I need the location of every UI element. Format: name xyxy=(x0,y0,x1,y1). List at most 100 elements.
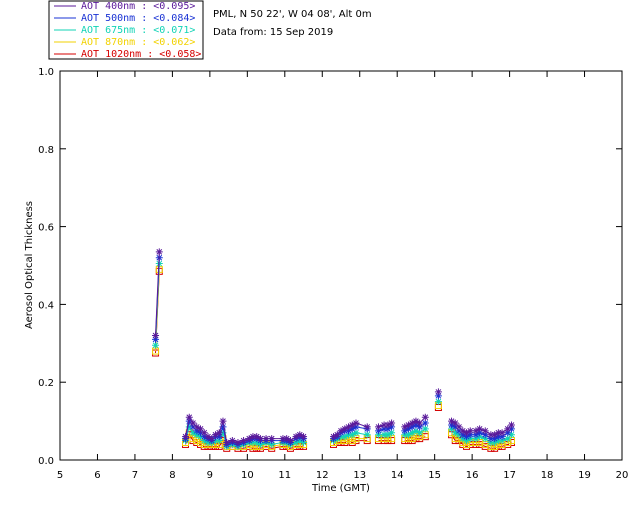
data-point xyxy=(262,435,270,443)
data-point xyxy=(352,429,360,437)
data-point xyxy=(421,419,429,427)
data-point xyxy=(451,419,459,427)
data-point xyxy=(463,429,471,437)
data-point xyxy=(215,429,223,437)
y-tick-label: 0.8 xyxy=(38,145,54,156)
data-point xyxy=(200,433,208,441)
series-3 xyxy=(152,265,515,450)
data-point xyxy=(504,425,512,433)
data-point xyxy=(341,433,349,441)
data-point xyxy=(197,433,204,441)
data-point xyxy=(197,429,204,437)
data-point xyxy=(434,403,442,411)
data-point xyxy=(344,423,352,431)
data-point xyxy=(380,425,388,433)
data-point xyxy=(476,429,484,437)
data-point xyxy=(434,388,442,396)
legend-label-2: AOT 675nm : <0.071> xyxy=(81,25,195,36)
data-point xyxy=(215,433,223,441)
data-point xyxy=(219,417,227,425)
data-point xyxy=(245,435,253,443)
data-point xyxy=(193,431,201,439)
data-point xyxy=(253,433,261,441)
y-tick-label: 0.0 xyxy=(38,456,54,467)
data-point xyxy=(472,431,480,439)
data-point xyxy=(200,429,208,437)
data-point xyxy=(363,431,371,439)
data-point xyxy=(152,335,160,343)
data-point xyxy=(234,438,242,446)
data-point xyxy=(491,438,499,446)
data-point xyxy=(193,423,201,431)
data-point xyxy=(472,435,480,443)
data-point xyxy=(200,437,208,445)
data-point xyxy=(219,429,227,437)
data-point xyxy=(412,427,420,435)
data-point xyxy=(185,417,193,425)
data-point xyxy=(504,435,512,443)
data-point xyxy=(459,435,467,443)
data-point xyxy=(296,431,304,439)
x-tick-label: 6 xyxy=(94,470,100,481)
data-point xyxy=(451,423,459,431)
x-tick-label: 7 xyxy=(132,470,138,481)
data-point xyxy=(292,438,300,446)
series-line-2 xyxy=(155,263,512,448)
data-point xyxy=(498,437,506,445)
data-point xyxy=(249,433,257,441)
data-point xyxy=(256,435,264,443)
data-point xyxy=(404,421,412,429)
data-point xyxy=(466,435,474,443)
data-point xyxy=(330,433,338,441)
data-point xyxy=(416,429,424,437)
data-point xyxy=(416,423,424,431)
legend-label-0: AOT 400nm : <0.095> xyxy=(81,1,195,12)
data-point xyxy=(283,435,291,443)
data-point xyxy=(296,437,304,445)
data-point xyxy=(223,438,231,446)
series-line-3 xyxy=(155,269,512,447)
data-point xyxy=(352,419,360,427)
data-point xyxy=(416,419,424,427)
legend-label-3: AOT 870nm : <0.062> xyxy=(81,37,195,48)
data-point xyxy=(481,435,489,443)
data-point xyxy=(380,431,388,439)
data-point xyxy=(337,427,345,435)
x-tick-label: 9 xyxy=(207,470,213,481)
data-point xyxy=(348,421,356,429)
data-point xyxy=(208,435,216,443)
data-point xyxy=(215,437,223,445)
data-point xyxy=(300,433,308,441)
data-point xyxy=(193,427,201,435)
data-point xyxy=(256,440,264,448)
data-point xyxy=(401,431,409,439)
data-point xyxy=(189,419,197,427)
data-point xyxy=(352,423,360,431)
x-axis-label: Time (GMT) xyxy=(311,483,370,494)
data-point xyxy=(344,431,352,439)
x-tick-label: 10 xyxy=(241,470,254,481)
data-point xyxy=(466,431,474,439)
data-point xyxy=(476,433,484,441)
data-point xyxy=(448,425,456,433)
data-point xyxy=(448,421,456,429)
data-point xyxy=(434,392,442,400)
data-point xyxy=(504,429,512,437)
data-point xyxy=(507,431,515,439)
data-point xyxy=(448,417,456,425)
data-point xyxy=(434,398,442,406)
data-point xyxy=(197,425,204,433)
x-tick-label: 16 xyxy=(466,470,479,481)
x-tick-label: 18 xyxy=(541,470,554,481)
data-point xyxy=(189,423,197,431)
data-point xyxy=(412,421,420,429)
data-point xyxy=(337,433,345,441)
data-point xyxy=(348,425,356,433)
data-point xyxy=(384,421,392,429)
data-point xyxy=(363,423,371,431)
data-point xyxy=(491,435,499,443)
data-point xyxy=(463,437,471,445)
y-tick-label: 1.0 xyxy=(38,67,54,78)
x-tick-label: 17 xyxy=(503,470,516,481)
data-point xyxy=(455,427,463,435)
